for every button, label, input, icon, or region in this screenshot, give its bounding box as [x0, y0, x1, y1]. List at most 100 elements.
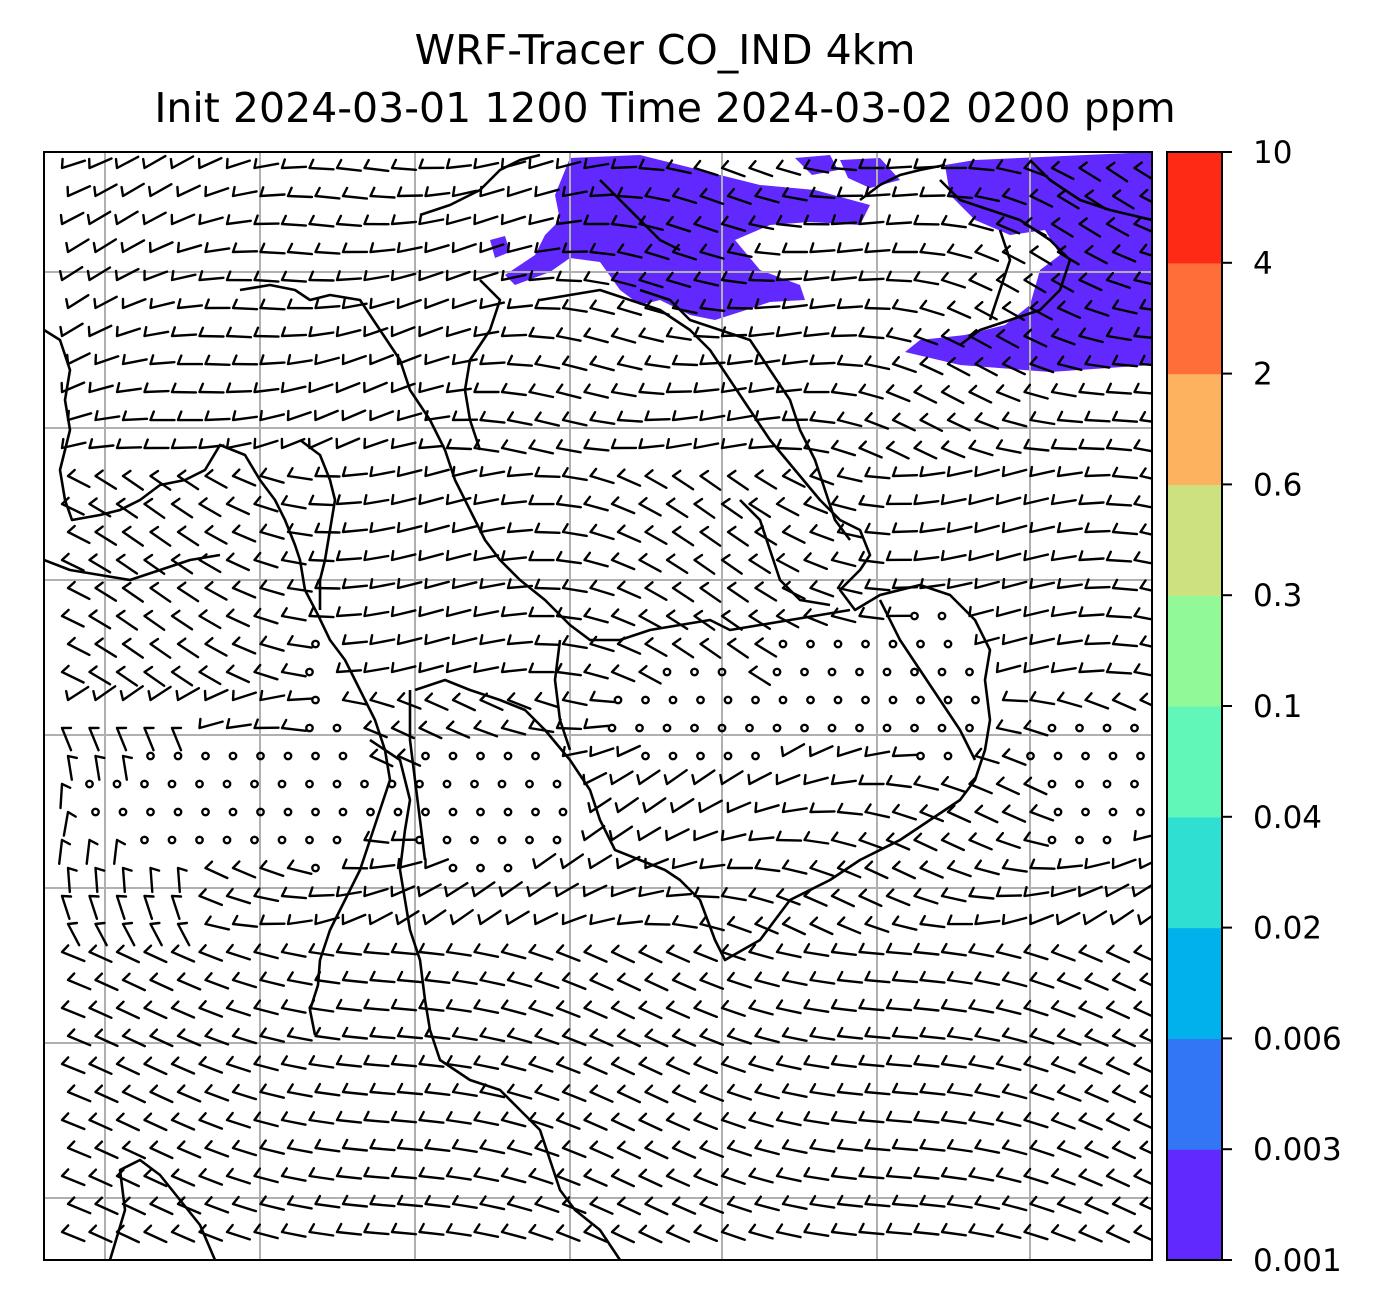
calm-wind-circle	[503, 751, 513, 761]
colorbar-segment-6	[1167, 484, 1222, 596]
wind-barb	[198, 944, 224, 962]
wind-barb	[665, 1112, 691, 1131]
wind-barb	[66, 866, 78, 894]
wind-barb	[280, 158, 308, 170]
wind-barb	[1001, 633, 1028, 646]
wind-barb	[259, 467, 285, 484]
wind-barb	[830, 831, 857, 848]
wind-barb	[836, 354, 864, 367]
wind-barb	[581, 825, 606, 842]
wind-barb	[809, 1083, 836, 1097]
wind-barb	[891, 915, 918, 931]
wind-barb	[974, 356, 998, 377]
wind-barb	[231, 689, 257, 702]
wind-barb	[198, 438, 225, 450]
wind-barb	[720, 887, 747, 902]
wind-barb	[341, 466, 369, 478]
wind-barb	[369, 1082, 396, 1096]
wind-barb	[940, 328, 965, 348]
calm-wind-circle	[861, 639, 870, 649]
wind-barb	[858, 214, 885, 226]
wind-barb	[864, 915, 890, 933]
wind-barb	[974, 1083, 1001, 1098]
calm-wind-circle	[772, 667, 782, 677]
wind-barb	[369, 970, 396, 984]
wind-barb	[1023, 605, 1050, 618]
wind-barb	[114, 155, 140, 170]
wind-barb	[66, 754, 78, 781]
wind-barb	[479, 466, 506, 478]
wind-barb	[830, 551, 857, 568]
border-northern	[419, 153, 541, 217]
wind-barb	[1139, 354, 1152, 367]
colorbar-tick-label: 4	[1253, 246, 1273, 282]
wind-barb	[286, 635, 313, 649]
wind-barb	[60, 1112, 86, 1131]
wind-barb	[500, 550, 528, 562]
wind-barb	[644, 857, 669, 870]
wind-barb	[528, 719, 555, 734]
wind-barb	[1056, 1084, 1082, 1102]
wind-barb	[1056, 410, 1084, 424]
wind-barb	[809, 916, 834, 936]
wind-barb	[946, 860, 972, 878]
wind-barb	[308, 214, 335, 228]
wind-barb	[940, 158, 968, 170]
wind-barb	[115, 665, 139, 687]
wind-barb	[1084, 355, 1111, 369]
wind-barb	[149, 354, 176, 366]
wind-barb	[671, 1028, 697, 1047]
wind-barb	[1050, 1056, 1076, 1074]
wind-barb	[1105, 606, 1133, 619]
wind-barb	[781, 354, 808, 366]
wind-barb	[528, 1111, 554, 1129]
wind-barb	[1111, 354, 1139, 368]
wind-barb	[308, 606, 335, 619]
wind-barb	[259, 298, 286, 311]
wind-barb	[1084, 299, 1110, 317]
wind-barb	[644, 1084, 669, 1104]
wind-barb	[390, 158, 418, 171]
wind-barb	[1111, 244, 1137, 263]
wind-barb	[968, 605, 994, 618]
wind-barb	[335, 998, 363, 1012]
wind-barb	[781, 580, 806, 600]
wind-barb	[314, 409, 339, 422]
wind-barb	[506, 1139, 533, 1156]
wind-barb	[59, 211, 85, 226]
wind-barb	[115, 894, 128, 920]
wind-barb	[638, 158, 665, 172]
wind-barb	[885, 832, 911, 851]
wind-barb	[341, 578, 369, 590]
wind-barb	[286, 579, 313, 593]
calm-wind-circle	[476, 807, 485, 817]
wind-barb	[748, 609, 771, 630]
wind-barb	[614, 797, 639, 814]
wind-barb	[946, 1195, 973, 1209]
wind-barb	[147, 685, 172, 702]
wind-barb	[995, 1223, 1022, 1239]
wind-barb	[858, 888, 883, 908]
wind-barb	[754, 525, 778, 546]
wind-barb	[754, 354, 781, 366]
wind-barb	[286, 186, 314, 199]
wind-barb	[940, 775, 966, 793]
wind-barb	[809, 468, 835, 486]
wind-barb	[691, 769, 716, 786]
colorbar-segment-2	[1167, 927, 1222, 1039]
wind-barb	[587, 797, 612, 814]
wind-barb	[616, 1196, 641, 1216]
wind-barb	[864, 1082, 891, 1096]
wind-barb	[891, 412, 916, 432]
wind-barb	[1137, 914, 1152, 926]
wind-barb	[390, 661, 417, 674]
wind-barb	[995, 943, 1022, 959]
wind-barb	[693, 1224, 718, 1243]
wind-barb	[308, 1223, 335, 1237]
wind-barb	[1084, 522, 1111, 534]
wind-barb	[149, 637, 172, 659]
wind-barb	[390, 605, 417, 618]
wind-barb	[1001, 1139, 1028, 1156]
wind-barb	[946, 1027, 973, 1041]
calm-wind-circle	[448, 751, 458, 761]
